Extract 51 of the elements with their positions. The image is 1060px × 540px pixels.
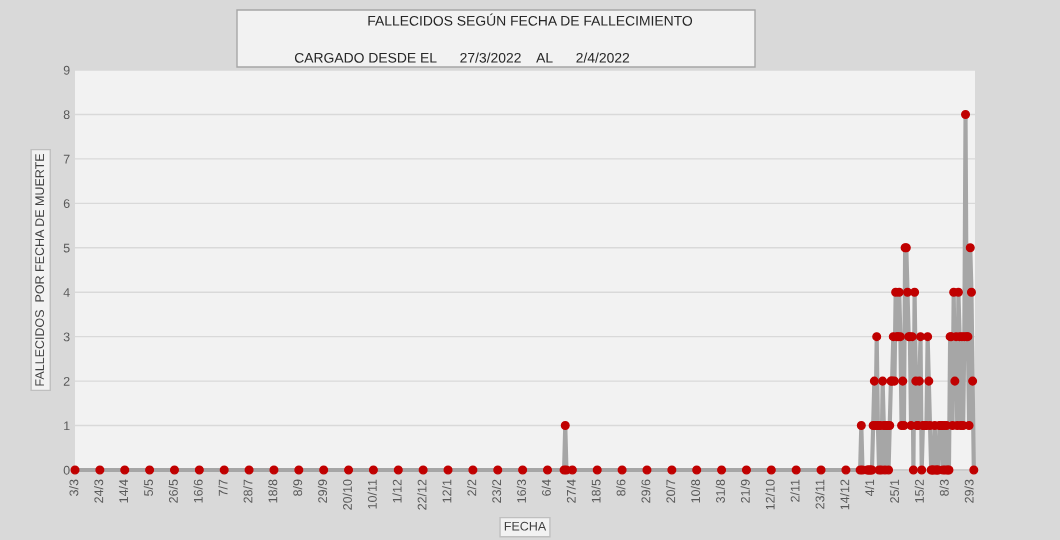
x-tick-label: 8/3 — [939, 479, 949, 496]
x-tick-label: 29/6 — [641, 479, 651, 503]
x-tick-label: 6/4 — [541, 479, 551, 496]
y-tick-label: 6 — [63, 199, 70, 208]
x-axis-title: FECHA — [504, 521, 547, 531]
y-tick-label: 7 — [63, 154, 70, 164]
x-tick-label: 10/11 — [367, 479, 377, 509]
x-tick-label: 21/9 — [740, 479, 750, 503]
y-tick-label: 0 — [63, 465, 70, 475]
x-tick-label: 27/4 — [566, 479, 576, 503]
y-tick-label: 5 — [63, 243, 70, 253]
x-tick-label: 2/2 — [467, 479, 477, 496]
y-tick-label: 4 — [63, 288, 70, 297]
y-tick-label: 2 — [63, 376, 70, 386]
chart-subtitle: CARGADO DESDE EL 27/3/2022 AL 2/4/2022 — [294, 52, 630, 63]
x-tick-label: 26/5 — [168, 479, 178, 503]
chart-title: FALLECIDOS SEGÚN FECHA DE FALLECIMIENTO — [368, 13, 693, 26]
x-tick-label: 25/1 — [889, 479, 900, 503]
x-tick-label: 8/9 — [292, 479, 303, 496]
y-tick-label: 9 — [63, 65, 70, 75]
x-tick-label: 12/1 — [442, 479, 452, 503]
x-tick-label: 18/8 — [268, 479, 278, 503]
x-tick-label: 29/3 — [964, 479, 974, 503]
x-tick-label: 7/7 — [218, 479, 228, 496]
x-tick-label: 22/12 — [417, 479, 427, 510]
x-tick-label: 5/5 — [143, 479, 153, 496]
x-tick-label: 31/8 — [715, 479, 725, 503]
x-tick-label: 14/12 — [840, 479, 850, 510]
x-tick-label: 18/5 — [591, 479, 601, 503]
y-tick-label: 1 — [64, 421, 70, 431]
x-tick-label: 10/8 — [690, 479, 701, 503]
x-tick-label: 24/3 — [94, 479, 104, 503]
x-tick-label: 29/9 — [317, 479, 328, 503]
x-tick-label: 3/3 — [69, 479, 79, 496]
x-tick-label: 12/10 — [765, 479, 775, 510]
y-axis-title: FALLECIDOS POR FECHA DE MUERTE — [35, 153, 45, 386]
x-tick-label: 4/1 — [864, 479, 875, 497]
y-tick-label: 8 — [63, 110, 70, 120]
x-tick-label: 20/7 — [666, 479, 676, 503]
y-tick-label: 3 — [63, 332, 70, 342]
x-tick-label: 1/12 — [392, 479, 402, 503]
x-tick-label: 16/6 — [193, 479, 203, 503]
x-tick-label: 16/3 — [516, 479, 526, 503]
x-tick-label: 8/6 — [616, 479, 626, 496]
x-tick-label: 14/4 — [118, 479, 129, 503]
x-tick-label: 23/11 — [815, 479, 825, 509]
x-tick-label: 2/11 — [790, 479, 800, 502]
x-tick-label: 15/2 — [914, 479, 924, 503]
x-tick-label: 20/10 — [342, 479, 352, 510]
x-tick-label: 28/7 — [243, 479, 253, 503]
x-tick-label: 23/2 — [491, 479, 502, 503]
